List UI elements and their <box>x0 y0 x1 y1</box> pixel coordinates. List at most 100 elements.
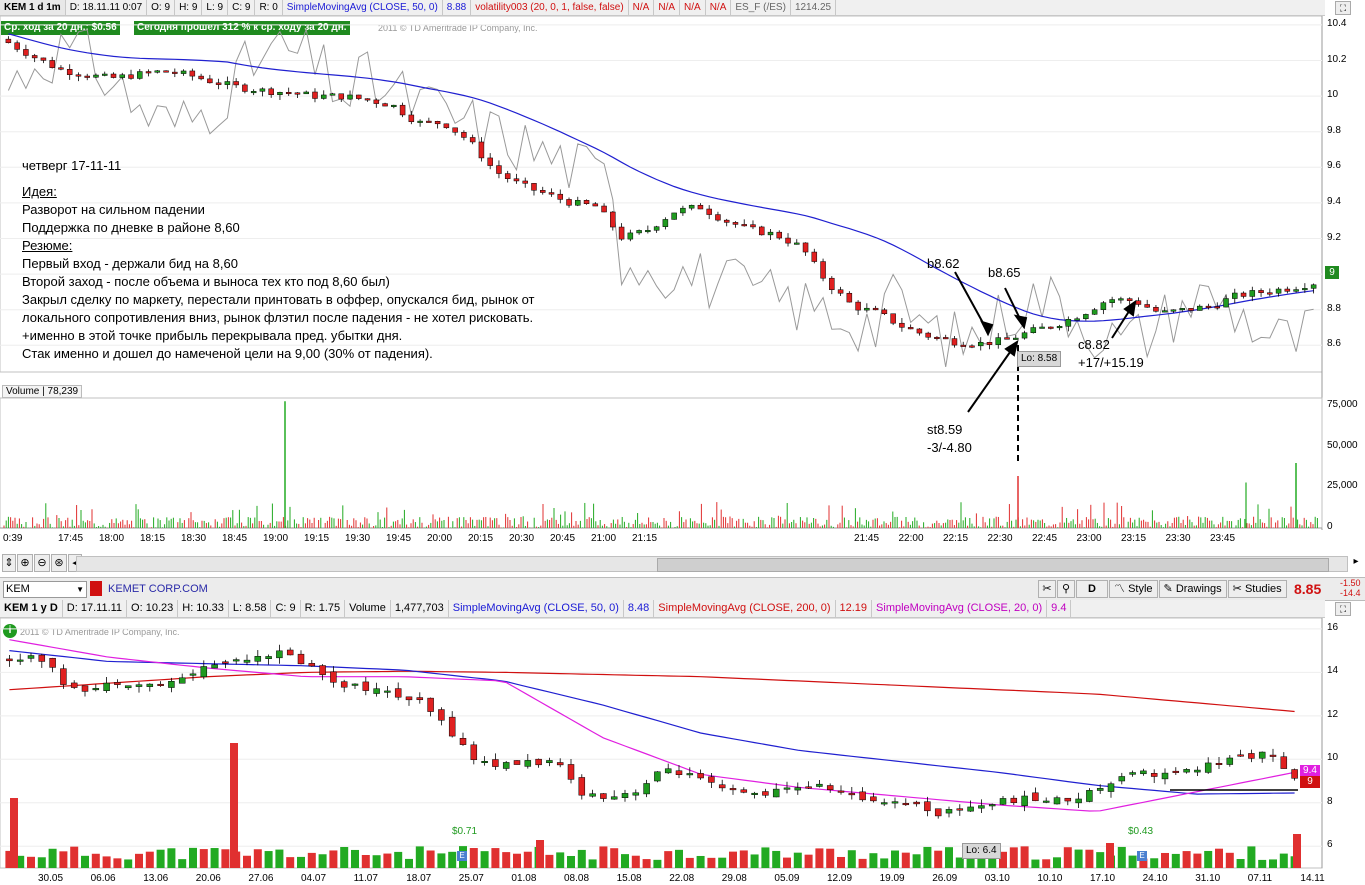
hdr-es-label[interactable]: ES_F (/ES) <box>731 0 791 15</box>
candle-body <box>583 200 590 204</box>
symbol-select[interactable]: KEM ▼ <box>3 581 87 598</box>
drawings-button[interactable]: ✎ Drawings <box>1158 580 1227 598</box>
daily-volume-bar <box>27 856 35 868</box>
d-vol-value: 1,477,703 <box>391 600 449 617</box>
studies-icon: ✂ <box>1232 583 1242 595</box>
zoom-reset-icon[interactable]: ⇕ <box>2 554 16 572</box>
daily-volume-bar <box>1269 859 1277 868</box>
daily-symbol[interactable]: KEM 1 y D <box>0 600 63 617</box>
daily-volume-bar <box>1161 852 1169 868</box>
daily-candle-body <box>286 649 294 656</box>
daily-candle-body <box>6 658 13 662</box>
daily-volume-bar <box>631 855 640 868</box>
zoom-out-icon[interactable]: ⊖ <box>34 554 50 572</box>
note-idea-1: Разворот на сильном падении <box>22 202 205 217</box>
daily-x-tick-label: 07.11 <box>1247 873 1273 884</box>
candle-body <box>1109 299 1115 303</box>
studies-button[interactable]: ✂ Studies <box>1227 580 1287 598</box>
daily-volume-bar <box>642 859 651 868</box>
candle-body <box>469 137 476 143</box>
candle-body <box>224 81 231 85</box>
symbol-color-icon[interactable] <box>90 581 102 596</box>
daily-candle-body <box>859 791 866 801</box>
candle-body <box>566 199 572 206</box>
d-vol-label[interactable]: Volume <box>345 600 391 617</box>
daily-candle-body <box>178 677 186 684</box>
daily-price-chart[interactable] <box>0 618 1365 885</box>
scroll-right-icon[interactable]: ▸ <box>1353 556 1359 567</box>
event-icon-2[interactable]: E <box>1137 851 1147 861</box>
low-marker-top: Lo: 8.58 <box>1017 351 1062 367</box>
daily-volume-bar <box>329 850 338 868</box>
candle-body <box>1091 309 1098 315</box>
daily-volume-bar <box>718 857 727 868</box>
daily-candle-body <box>222 661 229 664</box>
daily-volume-bar <box>448 851 457 868</box>
top-scrollbar[interactable] <box>76 556 1348 572</box>
daily-volume-bar <box>858 858 867 868</box>
candle-body <box>391 104 397 107</box>
y-tick-label: 9.8 <box>1327 124 1341 136</box>
hdr-range: R: 0 <box>255 0 283 15</box>
candle-body <box>1258 290 1264 293</box>
d-sma20-label[interactable]: SimpleMovingAvg (CLOSE, 20, 0) <box>872 600 1048 617</box>
daily-candle-body <box>567 764 575 780</box>
x-tick-label: 19:15 <box>304 533 330 544</box>
intraday-symbol[interactable]: KEM 1 d 1m <box>0 0 66 15</box>
daily-volume-bar <box>588 859 597 868</box>
daily-candle-body <box>913 801 920 805</box>
period-button[interactable]: D <box>1076 580 1108 598</box>
candle-body <box>215 82 222 85</box>
daily-volume-bar <box>199 849 208 868</box>
daily-candle-body <box>492 759 499 767</box>
daily-candle-body <box>589 793 596 797</box>
hdr-sma-label[interactable]: SimpleMovingAvg (CLOSE, 50, 0) <box>283 0 443 15</box>
daily-candle-body <box>1183 769 1190 773</box>
candle-body <box>916 328 923 334</box>
daily-candle-body <box>362 681 370 691</box>
annotation-stop-pl: -3/-4.80 <box>927 440 972 455</box>
intraday-price-chart[interactable] <box>0 16 1365 556</box>
hdr-date: D: 18.11.11 0:07 <box>66 0 148 15</box>
daily-volume-bar <box>1053 857 1061 868</box>
candle-body <box>513 178 520 182</box>
sma200-line <box>9 670 1295 713</box>
candle-body <box>575 200 581 206</box>
daily-volume-bar <box>286 857 295 868</box>
settings-wrench-icon[interactable]: ✂ <box>1038 580 1056 598</box>
low-marker-bottom: Lo: 6.4 <box>962 843 1001 859</box>
candle-body <box>198 75 204 80</box>
info-icon[interactable]: i <box>3 624 17 638</box>
daily-x-tick-label: 13.06 <box>143 873 169 884</box>
candle-body <box>303 91 309 95</box>
candle-body <box>461 132 467 138</box>
style-button[interactable]: 〽 Style <box>1109 580 1158 598</box>
d-sma200-label[interactable]: SimpleMovingAvg (CLOSE, 200, 0) <box>654 600 836 617</box>
expand-icon-bottom[interactable]: ⛶ <box>1335 602 1351 616</box>
zoom-fit-icon[interactable]: ⊛ <box>51 554 67 572</box>
candle-body <box>1293 289 1299 292</box>
candle-body <box>180 70 187 74</box>
daily-x-tick-label: 15.08 <box>616 873 642 884</box>
candle-body <box>645 230 651 233</box>
d-sma50-label[interactable]: SimpleMovingAvg (CLOSE, 50, 0) <box>449 600 624 617</box>
chevron-down-icon: ▼ <box>76 585 84 594</box>
zoom-in-icon[interactable]: ⊕ <box>17 554 33 572</box>
candle-body <box>1004 337 1010 340</box>
candle-body <box>40 57 47 61</box>
hdr-volatility-label[interactable]: volatility003 (20, 0, 1, false, false) <box>471 0 629 15</box>
candle-body <box>680 207 686 214</box>
search-icon[interactable]: ⚲ <box>1057 580 1075 598</box>
daily-volume-bar <box>1009 847 1018 868</box>
note-date: четверг 17-11-11 <box>22 158 122 173</box>
daily-x-tick-label: 04.07 <box>301 873 327 884</box>
expand-icon[interactable]: ⛶ <box>1335 1 1351 15</box>
event-icon-1[interactable]: E <box>457 851 467 861</box>
x-tick-label: 17:45 <box>58 533 84 544</box>
daily-candle-body <box>27 655 35 659</box>
copyright-top: 2011 © TD Ameritrade IP Company, Inc. <box>378 23 538 33</box>
top-scrollbar-thumb[interactable] <box>657 558 1329 572</box>
x-tick-label: 22:45 <box>1032 533 1058 544</box>
daily-volume-bar <box>599 846 608 868</box>
daily-volume-bar <box>707 857 716 868</box>
